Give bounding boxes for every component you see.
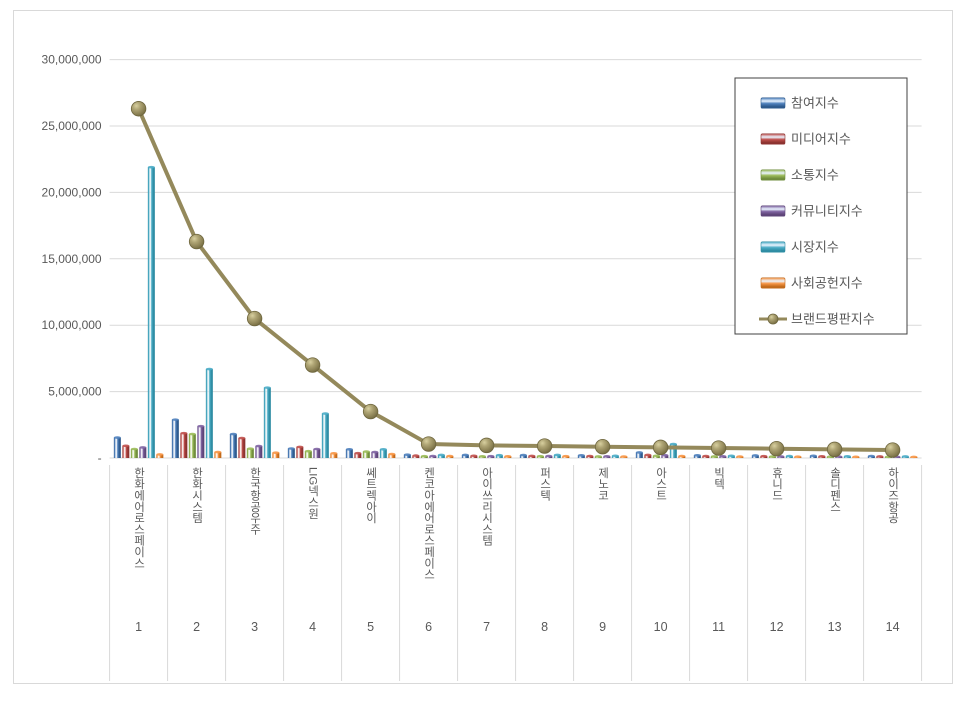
svg-text:커뮤니티지수: 커뮤니티지수 xyxy=(791,204,863,219)
svg-text:-: - xyxy=(98,451,102,465)
svg-text:30,000,000: 30,000,000 xyxy=(42,53,102,67)
svg-text:10,000,000: 10,000,000 xyxy=(42,318,102,332)
svg-text:시장지수: 시장지수 xyxy=(791,240,839,255)
svg-text:미디어지수: 미디어지수 xyxy=(791,132,851,147)
svg-text:20,000,000: 20,000,000 xyxy=(42,185,102,199)
svg-text:11: 11 xyxy=(712,620,725,634)
svg-text:한국항공우주: 한국항공우주 xyxy=(249,467,261,535)
svg-text:한화시스템: 한화시스템 xyxy=(191,467,203,524)
svg-text:솔디펜스: 솔디펜스 xyxy=(829,467,841,512)
svg-text:12: 12 xyxy=(770,620,784,634)
svg-text:제노코: 제노코 xyxy=(597,467,609,501)
svg-text:하이즈항공: 하이즈항공 xyxy=(887,466,899,524)
svg-text:25,000,000: 25,000,000 xyxy=(42,119,102,133)
svg-text:LIG넥스원: LIG넥스원 xyxy=(307,467,319,519)
svg-text:1: 1 xyxy=(135,620,142,634)
svg-text:13: 13 xyxy=(828,620,842,634)
svg-text:10: 10 xyxy=(654,620,668,634)
svg-text:켄코아에어로스페이스: 켄코아에어로스페이스 xyxy=(423,467,435,580)
svg-text:9: 9 xyxy=(599,620,606,634)
svg-text:휴니드: 휴니드 xyxy=(771,467,783,501)
svg-text:4: 4 xyxy=(309,620,316,634)
svg-text:2: 2 xyxy=(193,620,200,634)
svg-text:쎄트렉아이: 쎄트렉아이 xyxy=(365,467,377,524)
svg-text:빅텍: 빅텍 xyxy=(713,467,725,490)
svg-text:사회공헌지수: 사회공헌지수 xyxy=(791,276,863,291)
svg-text:15,000,000: 15,000,000 xyxy=(42,252,102,266)
svg-text:브랜드평판지수: 브랜드평판지수 xyxy=(791,312,875,327)
svg-text:퍼스텍: 퍼스텍 xyxy=(539,467,551,501)
svg-text:14: 14 xyxy=(886,620,900,634)
svg-text:참여지수: 참여지수 xyxy=(791,96,839,111)
svg-text:6: 6 xyxy=(425,620,432,634)
svg-text:아이쓰리시스템: 아이쓰리시스템 xyxy=(481,467,493,546)
svg-text:7: 7 xyxy=(483,620,490,634)
svg-text:3: 3 xyxy=(251,620,258,634)
svg-text:8: 8 xyxy=(541,620,548,634)
svg-text:5,000,000: 5,000,000 xyxy=(48,385,102,399)
svg-text:한화에어로스페이스: 한화에어로스페이스 xyxy=(133,467,145,569)
svg-text:소통지수: 소통지수 xyxy=(791,168,839,183)
svg-text:5: 5 xyxy=(367,620,374,634)
svg-text:아스트: 아스트 xyxy=(655,467,667,501)
